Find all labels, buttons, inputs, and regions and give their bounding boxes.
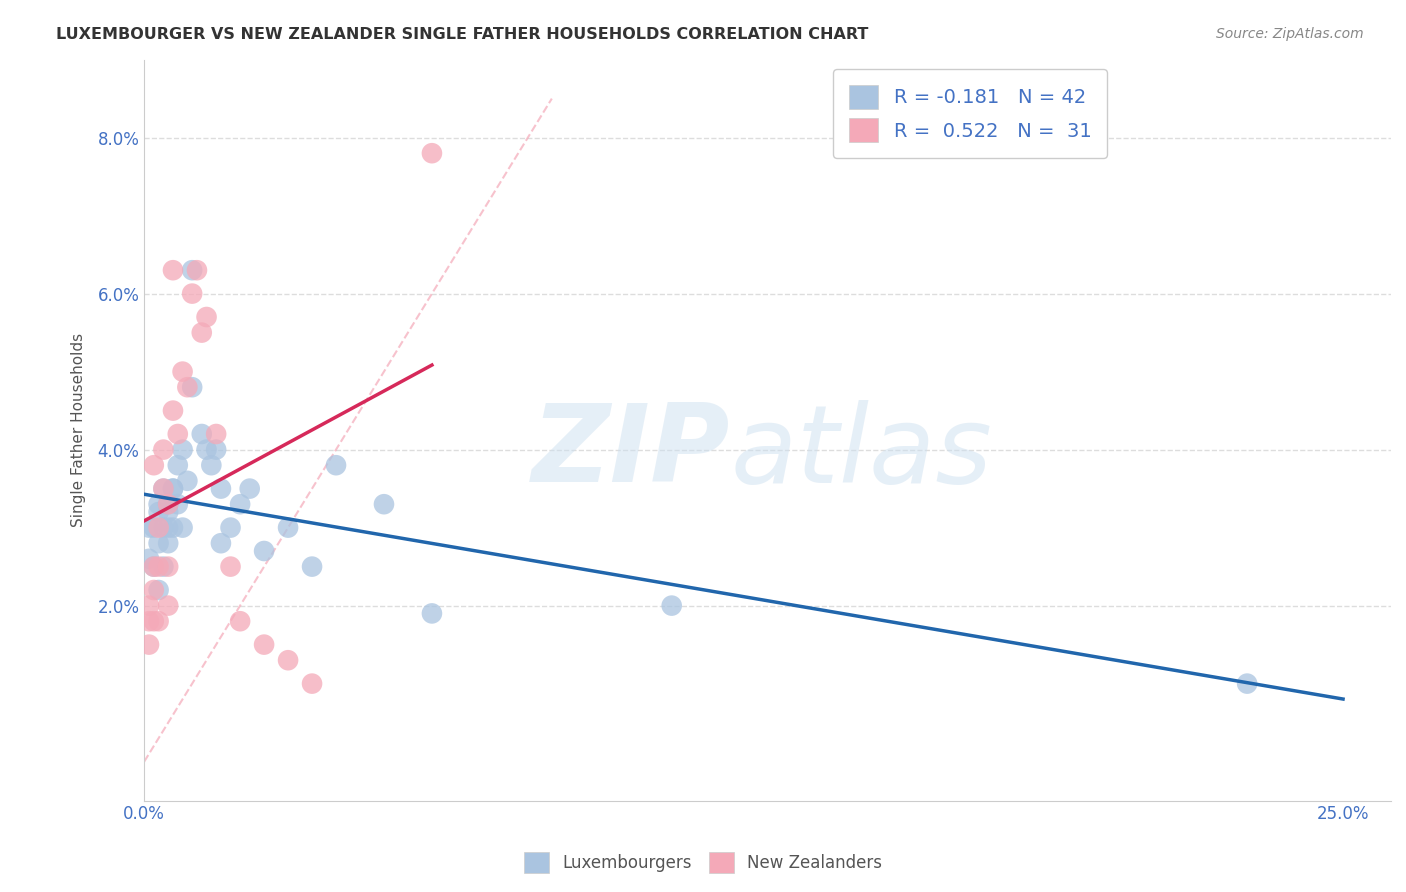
Point <box>148 497 170 511</box>
Point <box>373 497 395 511</box>
Text: atlas: atlas <box>730 400 993 505</box>
Point <box>200 458 222 473</box>
Point <box>176 474 198 488</box>
Text: LUXEMBOURGER VS NEW ZEALANDER SINGLE FATHER HOUSEHOLDS CORRELATION CHART: LUXEMBOURGER VS NEW ZEALANDER SINGLE FAT… <box>56 27 869 42</box>
Point <box>253 544 276 558</box>
Point <box>172 520 194 534</box>
Point <box>148 505 170 519</box>
Point <box>138 638 160 652</box>
Point <box>172 442 194 457</box>
Point <box>138 614 160 628</box>
Point <box>142 559 165 574</box>
Point <box>157 520 180 534</box>
Point <box>166 458 188 473</box>
Point <box>195 442 218 457</box>
Point <box>157 497 180 511</box>
Point <box>209 536 232 550</box>
Point <box>148 520 170 534</box>
Point <box>157 599 180 613</box>
Legend: R = -0.181   N = 42, R =  0.522   N =  31: R = -0.181 N = 42, R = 0.522 N = 31 <box>834 70 1107 158</box>
Point <box>239 482 262 496</box>
Point <box>152 482 174 496</box>
Point <box>229 497 252 511</box>
Text: ZIP: ZIP <box>531 400 730 506</box>
Point <box>152 559 174 574</box>
Point <box>1236 676 1258 690</box>
Point <box>162 263 184 277</box>
Point <box>166 497 188 511</box>
Point <box>205 427 228 442</box>
Legend: Luxembourgers, New Zealanders: Luxembourgers, New Zealanders <box>517 846 889 880</box>
Point <box>157 536 180 550</box>
Point <box>152 482 174 496</box>
Point <box>148 614 170 628</box>
Point <box>186 263 208 277</box>
Point <box>152 520 174 534</box>
Text: Source: ZipAtlas.com: Source: ZipAtlas.com <box>1216 27 1364 41</box>
Point <box>148 582 170 597</box>
Point <box>142 582 165 597</box>
Point <box>157 497 180 511</box>
Point <box>661 599 683 613</box>
Point <box>138 520 160 534</box>
Y-axis label: Single Father Households: Single Father Households <box>72 333 86 527</box>
Point <box>152 442 174 457</box>
Point <box>190 326 212 340</box>
Point <box>162 520 184 534</box>
Point <box>142 614 165 628</box>
Point <box>301 559 323 574</box>
Point <box>195 310 218 324</box>
Point <box>205 442 228 457</box>
Point <box>142 559 165 574</box>
Point <box>138 599 160 613</box>
Point <box>148 536 170 550</box>
Point <box>157 559 180 574</box>
Point <box>219 559 242 574</box>
Point <box>172 365 194 379</box>
Point <box>277 653 299 667</box>
Point <box>253 638 276 652</box>
Point <box>229 614 252 628</box>
Point <box>148 559 170 574</box>
Point <box>142 520 165 534</box>
Point <box>219 520 242 534</box>
Point <box>162 482 184 496</box>
Point <box>142 458 165 473</box>
Point <box>138 551 160 566</box>
Point <box>277 520 299 534</box>
Point <box>181 380 204 394</box>
Point <box>181 263 204 277</box>
Point <box>162 403 184 417</box>
Point <box>209 482 232 496</box>
Point <box>181 286 204 301</box>
Point <box>325 458 347 473</box>
Point <box>301 676 323 690</box>
Point <box>157 505 180 519</box>
Point <box>420 146 443 161</box>
Point <box>420 607 443 621</box>
Point <box>176 380 198 394</box>
Point <box>166 427 188 442</box>
Point <box>162 482 184 496</box>
Point <box>190 427 212 442</box>
